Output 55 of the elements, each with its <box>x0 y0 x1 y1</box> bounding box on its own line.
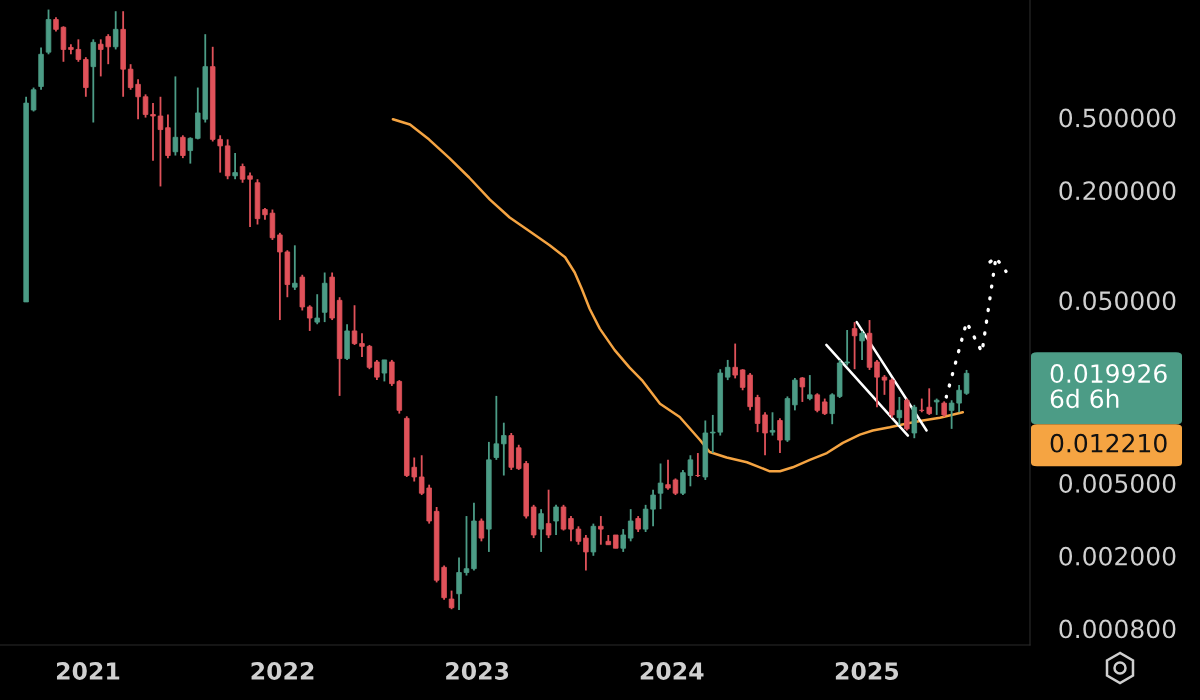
candlestick <box>478 517 485 543</box>
candlestick <box>777 417 783 454</box>
candlestick <box>799 376 806 403</box>
candlestick <box>501 421 507 477</box>
line-series <box>391 117 965 473</box>
candlestick <box>448 589 455 611</box>
y-tick-label: 0.005000 <box>1059 474 1176 493</box>
x-tick-label: 2023 <box>446 662 509 680</box>
candlestick <box>187 136 194 165</box>
candlestick <box>859 330 865 361</box>
candlestick <box>292 244 298 291</box>
candlestick <box>807 374 813 402</box>
candlestick <box>926 387 932 416</box>
candlestick <box>172 75 179 157</box>
x-tick-label: 2025 <box>835 662 899 680</box>
x-tick-label: 2024 <box>640 662 704 680</box>
candlestick <box>598 515 604 546</box>
candlestick <box>538 508 544 553</box>
text: 0.019926 6d 6h <box>1050 364 1167 409</box>
candlestick <box>157 95 164 188</box>
candlestick <box>493 394 500 461</box>
candlestick <box>620 528 626 553</box>
candlestick <box>829 392 835 426</box>
candlestick <box>814 392 821 414</box>
candlestick <box>724 359 731 382</box>
candlestick <box>314 293 320 326</box>
candlestick <box>665 458 671 491</box>
candlestick <box>545 488 552 539</box>
candlestick <box>963 369 970 396</box>
candlestick <box>896 396 903 426</box>
candlestick <box>732 342 738 380</box>
candlestick <box>112 10 119 51</box>
candlestick <box>851 321 858 371</box>
candlestick <box>627 508 634 543</box>
candlestick <box>463 515 470 577</box>
y-tick-label: 0.500000 <box>1059 108 1176 128</box>
candlestick <box>553 503 559 536</box>
candlestick <box>307 304 313 332</box>
y-tick-label: 0.002000 <box>1059 546 1176 566</box>
x-tick-label: 2022 <box>251 662 314 680</box>
candlestick <box>180 134 186 160</box>
candlestick <box>351 304 358 346</box>
candlestick <box>456 556 462 611</box>
candlestick <box>374 359 380 382</box>
candlestick <box>560 503 567 532</box>
y-tick-label: 0.200000 <box>1059 181 1176 201</box>
text: 0.012210 <box>1050 433 1167 453</box>
y-tick-label: 0.000800 <box>1059 619 1176 639</box>
candlestick <box>381 359 388 383</box>
candlestick <box>657 462 664 511</box>
y-tick-label: 0.050000 <box>1059 291 1176 311</box>
candlestick <box>583 534 589 572</box>
candlestick <box>769 411 776 437</box>
x-tick-label: 2021 <box>56 662 120 680</box>
candlestick <box>232 152 238 181</box>
